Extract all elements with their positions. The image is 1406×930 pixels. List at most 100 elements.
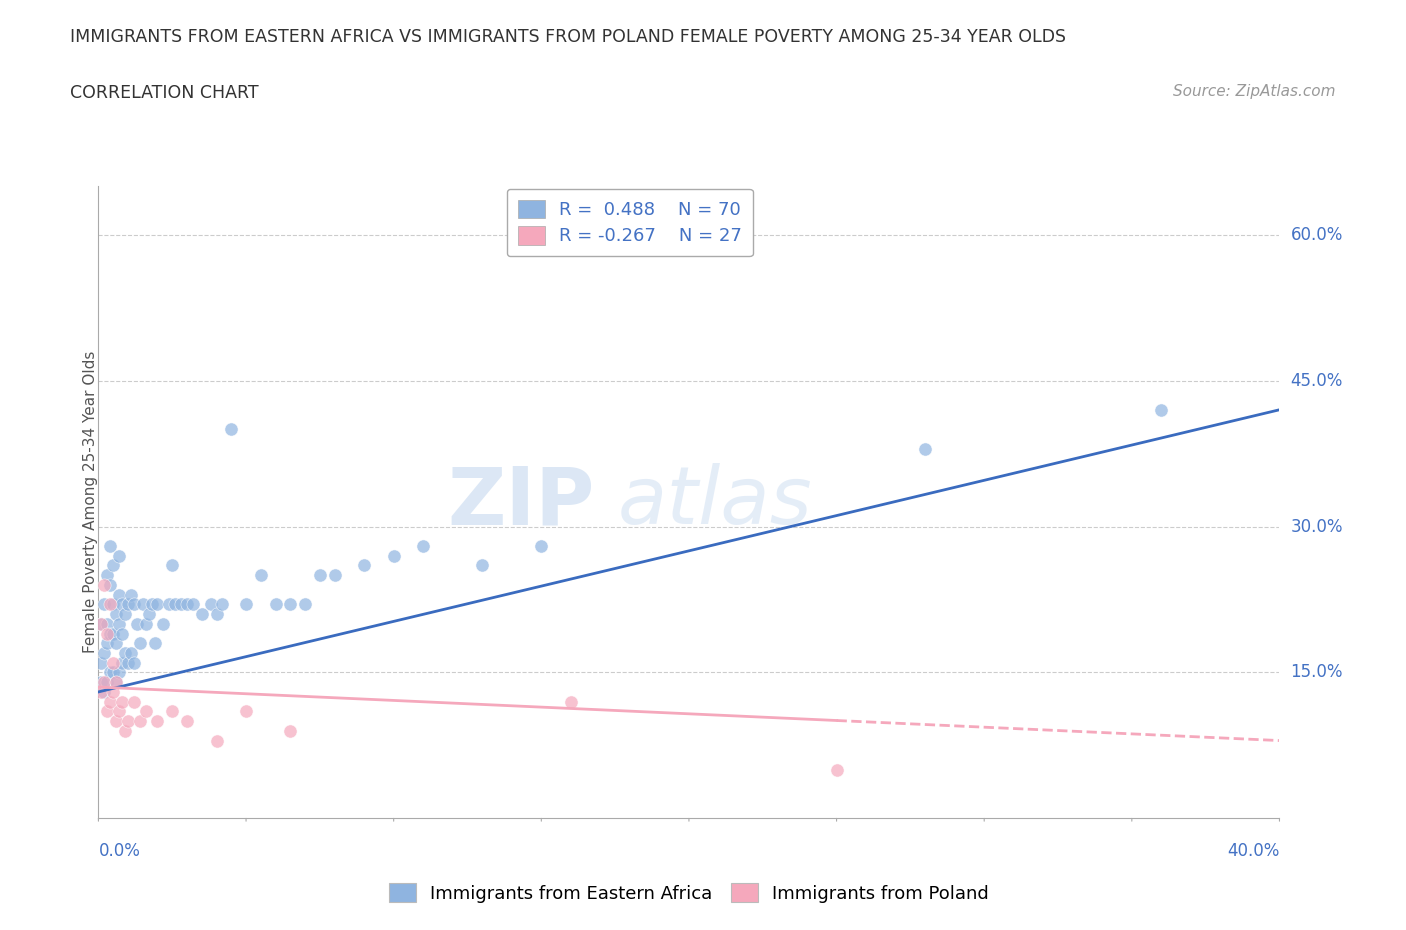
- Text: 0.0%: 0.0%: [98, 842, 141, 859]
- Point: [103, 597, 125, 612]
- Point: [264, 597, 287, 612]
- Point: [90, 675, 112, 690]
- Point: [93, 578, 115, 592]
- Point: [278, 724, 302, 738]
- Point: [103, 558, 125, 573]
- Point: [138, 606, 160, 621]
- Point: [96, 704, 118, 719]
- Point: [98, 597, 121, 612]
- Point: [114, 606, 136, 621]
- Point: [96, 617, 118, 631]
- Point: [152, 617, 174, 631]
- Point: [120, 587, 142, 602]
- Point: [1150, 403, 1173, 418]
- Point: [176, 713, 198, 728]
- Text: 60.0%: 60.0%: [1291, 226, 1343, 244]
- Point: [219, 422, 242, 437]
- Point: [90, 656, 112, 671]
- Point: [914, 441, 936, 456]
- Point: [122, 694, 145, 709]
- Text: IMMIGRANTS FROM EASTERN AFRICA VS IMMIGRANTS FROM POLAND FEMALE POVERTY AMONG 25: IMMIGRANTS FROM EASTERN AFRICA VS IMMIGR…: [70, 28, 1066, 46]
- Point: [111, 694, 134, 709]
- Point: [560, 694, 582, 709]
- Point: [111, 656, 134, 671]
- Text: 30.0%: 30.0%: [1291, 517, 1343, 536]
- Point: [122, 656, 145, 671]
- Point: [530, 538, 553, 553]
- Point: [103, 626, 125, 641]
- Legend: R =  0.488    N = 70, R = -0.267    N = 27: R = 0.488 N = 70, R = -0.267 N = 27: [506, 189, 754, 257]
- Text: CORRELATION CHART: CORRELATION CHART: [70, 84, 259, 101]
- Point: [93, 645, 115, 660]
- Point: [105, 675, 128, 690]
- Point: [135, 704, 157, 719]
- Point: [93, 597, 115, 612]
- Point: [200, 597, 222, 612]
- Point: [205, 606, 228, 621]
- Point: [108, 704, 131, 719]
- Point: [146, 597, 169, 612]
- Point: [98, 578, 121, 592]
- Point: [108, 665, 131, 680]
- Point: [117, 597, 139, 612]
- Point: [412, 538, 434, 553]
- Point: [111, 626, 134, 641]
- Point: [114, 645, 136, 660]
- Point: [111, 597, 134, 612]
- Point: [128, 636, 150, 651]
- Point: [825, 763, 848, 777]
- Point: [90, 617, 112, 631]
- Point: [122, 597, 145, 612]
- Y-axis label: Female Poverty Among 25-34 Year Olds: Female Poverty Among 25-34 Year Olds: [83, 351, 97, 654]
- Text: 45.0%: 45.0%: [1291, 372, 1343, 390]
- Point: [117, 713, 139, 728]
- Point: [128, 713, 150, 728]
- Text: ZIP: ZIP: [447, 463, 595, 541]
- Point: [235, 597, 257, 612]
- Point: [157, 597, 180, 612]
- Point: [108, 617, 131, 631]
- Point: [278, 597, 302, 612]
- Point: [132, 597, 155, 612]
- Point: [105, 713, 128, 728]
- Point: [108, 587, 131, 602]
- Point: [103, 656, 125, 671]
- Point: [96, 636, 118, 651]
- Legend: Immigrants from Eastern Africa, Immigrants from Poland: Immigrants from Eastern Africa, Immigran…: [380, 874, 998, 911]
- Point: [170, 597, 193, 612]
- Point: [96, 675, 118, 690]
- Point: [90, 684, 112, 699]
- Point: [250, 567, 273, 582]
- Point: [162, 558, 183, 573]
- Point: [323, 567, 346, 582]
- Point: [211, 597, 233, 612]
- Point: [135, 617, 157, 631]
- Point: [181, 597, 204, 612]
- Point: [93, 675, 115, 690]
- Point: [471, 558, 494, 573]
- Point: [96, 567, 118, 582]
- Point: [90, 617, 112, 631]
- Point: [162, 704, 183, 719]
- Point: [105, 636, 128, 651]
- Point: [98, 694, 121, 709]
- Point: [98, 626, 121, 641]
- Point: [143, 636, 166, 651]
- Point: [103, 684, 125, 699]
- Point: [96, 626, 118, 641]
- Point: [125, 617, 148, 631]
- Point: [105, 675, 128, 690]
- Text: atlas: atlas: [619, 463, 813, 541]
- Point: [294, 597, 316, 612]
- Point: [103, 665, 125, 680]
- Point: [353, 558, 375, 573]
- Point: [191, 606, 214, 621]
- Text: 15.0%: 15.0%: [1291, 663, 1343, 682]
- Point: [205, 733, 228, 748]
- Point: [146, 713, 169, 728]
- Point: [165, 597, 187, 612]
- Point: [235, 704, 257, 719]
- Point: [93, 684, 115, 699]
- Point: [117, 656, 139, 671]
- Text: 40.0%: 40.0%: [1227, 842, 1279, 859]
